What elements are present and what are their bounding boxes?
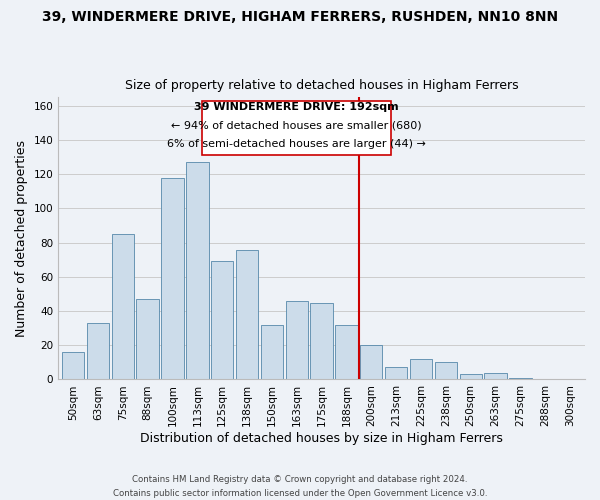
Bar	[260, 324, 283, 380]
Title: Size of property relative to detached houses in Higham Ferrers: Size of property relative to detached ho…	[125, 79, 518, 92]
Bar	[460, 374, 482, 380]
FancyBboxPatch shape	[202, 101, 391, 156]
Bar	[136, 299, 159, 380]
Bar	[310, 302, 333, 380]
Bar	[186, 162, 209, 380]
Bar	[87, 323, 109, 380]
Bar	[335, 324, 358, 380]
Bar	[434, 362, 457, 380]
Bar	[509, 378, 532, 380]
Bar	[161, 178, 184, 380]
Bar	[112, 234, 134, 380]
Text: 39, WINDERMERE DRIVE, HIGHAM FERRERS, RUSHDEN, NN10 8NN: 39, WINDERMERE DRIVE, HIGHAM FERRERS, RU…	[42, 10, 558, 24]
Text: 6% of semi-detached houses are larger (44) →: 6% of semi-detached houses are larger (4…	[167, 138, 426, 148]
Bar	[286, 301, 308, 380]
Text: ← 94% of detached houses are smaller (680): ← 94% of detached houses are smaller (68…	[172, 120, 422, 130]
X-axis label: Distribution of detached houses by size in Higham Ferrers: Distribution of detached houses by size …	[140, 432, 503, 445]
Bar	[385, 368, 407, 380]
Bar	[410, 359, 432, 380]
Text: Contains HM Land Registry data © Crown copyright and database right 2024.
Contai: Contains HM Land Registry data © Crown c…	[113, 476, 487, 498]
Bar	[236, 250, 258, 380]
Bar	[211, 262, 233, 380]
Bar	[62, 352, 84, 380]
Y-axis label: Number of detached properties: Number of detached properties	[15, 140, 28, 337]
Bar	[360, 346, 382, 380]
Text: 39 WINDERMERE DRIVE: 192sqm: 39 WINDERMERE DRIVE: 192sqm	[194, 102, 399, 112]
Bar	[484, 372, 507, 380]
